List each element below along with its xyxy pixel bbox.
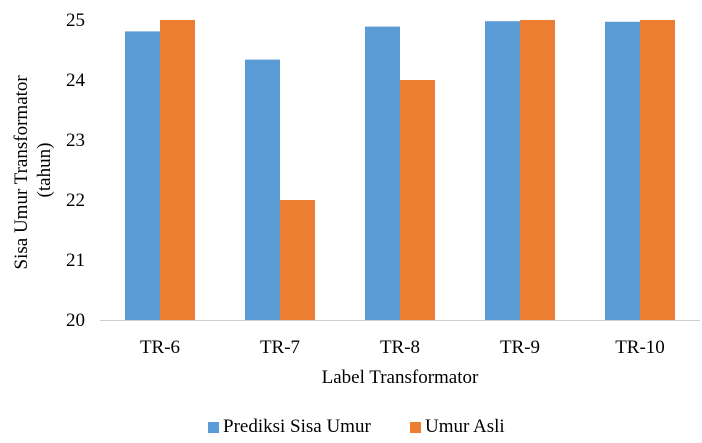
bar-umur-asli-tr-6	[160, 20, 195, 320]
x-tick-label: TR-9	[500, 337, 540, 358]
bar-prediksi-sisa-umur-tr-7	[245, 59, 280, 320]
x-tick-label: TR-6	[140, 337, 180, 358]
legend-swatch-prediksi-sisa-umur	[208, 422, 219, 433]
legend-label-umur-asli: Umur Asli	[425, 416, 505, 437]
y-tick-label: 24	[66, 70, 86, 91]
bars-group	[125, 20, 675, 321]
y-tick-label: 20	[66, 310, 85, 331]
x-axis-title: Label Transformator	[322, 367, 479, 388]
bar-prediksi-sisa-umur-tr-8	[365, 26, 400, 320]
y-axis-title-line-1: Sisa Umur Transformator	[11, 75, 32, 270]
y-tick-labels: 20 21 22 23 24 25	[66, 10, 86, 331]
x-tick-label: TR-8	[380, 337, 420, 358]
x-tick-label: TR-10	[615, 337, 665, 358]
x-tick-labels: TR-6 TR-7 TR-8 TR-9 TR-10	[140, 337, 665, 358]
bar-umur-asli-tr-9	[520, 20, 555, 320]
bar-prediksi-sisa-umur-tr-10	[605, 21, 640, 321]
bar-umur-asli-tr-7	[280, 200, 315, 320]
bar-umur-asli-tr-8	[400, 80, 435, 320]
legend: Prediksi Sisa Umur Umur Asli	[208, 416, 505, 437]
y-axis-title-line-2: (tahun)	[34, 143, 55, 198]
bar-prediksi-sisa-umur-tr-9	[485, 21, 520, 320]
legend-label-prediksi-sisa-umur: Prediksi Sisa Umur	[223, 416, 371, 437]
bar-prediksi-sisa-umur-tr-6	[125, 31, 160, 321]
x-tick-label: TR-7	[260, 337, 300, 358]
y-tick-label: 23	[66, 130, 85, 151]
y-axis-title: Sisa Umur Transformator (tahun)	[11, 71, 55, 270]
y-tick-label: 22	[66, 190, 85, 211]
y-tick-label: 25	[66, 10, 85, 31]
legend-swatch-umur-asli	[410, 422, 421, 433]
y-tick-label: 21	[66, 250, 85, 271]
bar-umur-asli-tr-10	[640, 20, 675, 320]
